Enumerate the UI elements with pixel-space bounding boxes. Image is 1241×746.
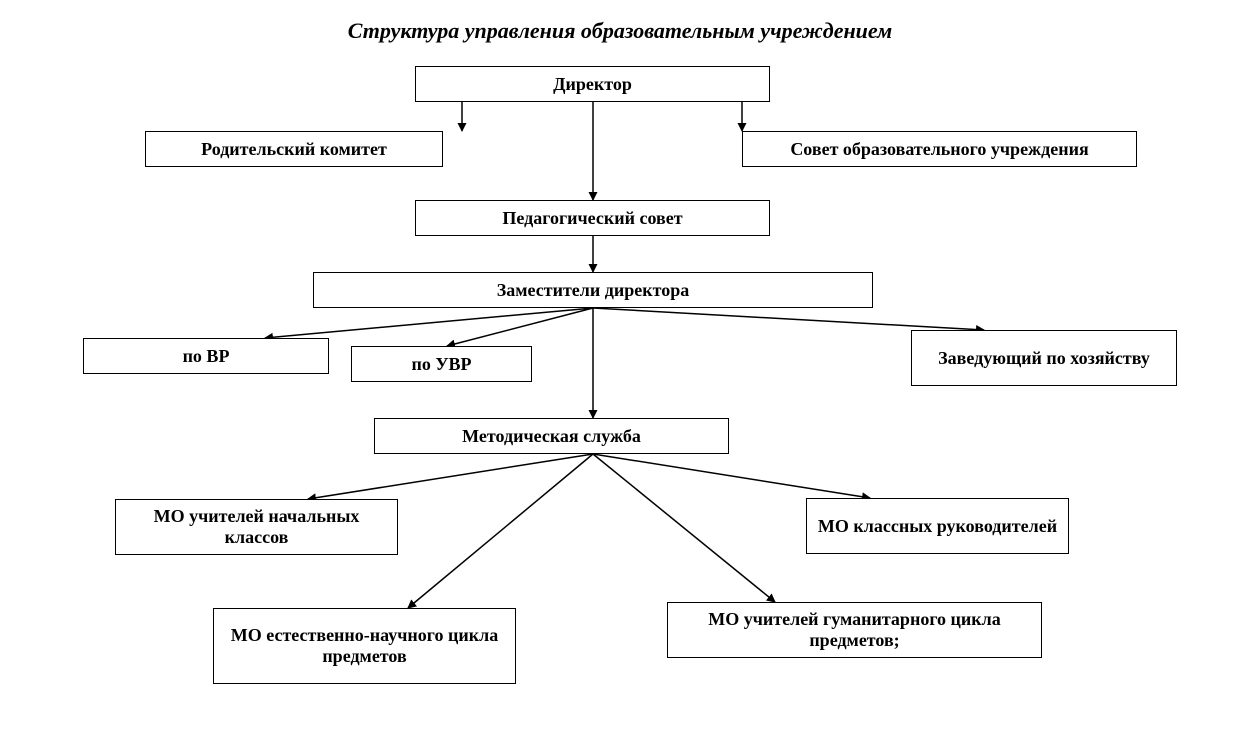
edge-method-mo_primary	[308, 454, 593, 499]
node-council: Совет образовательного учреждения	[742, 131, 1137, 167]
node-label: Совет образовательного учреждения	[790, 139, 1088, 160]
edge-method-mo_human	[593, 454, 775, 602]
node-deputies: Заместители директора	[313, 272, 873, 308]
node-label: Директор	[553, 74, 632, 95]
node-label: Родительский комитет	[201, 139, 387, 160]
edge-deputies-uvr	[447, 308, 593, 346]
edge-deputies-vr	[265, 308, 593, 338]
node-pedsovet: Педагогический совет	[415, 200, 770, 236]
node-label: Педагогический совет	[502, 208, 682, 229]
node-director: Директор	[415, 66, 770, 102]
node-label: по ВР	[183, 346, 230, 367]
node-uvr: по УВР	[351, 346, 532, 382]
node-mo_human: МО учителей гуманитарного цикла предмето…	[667, 602, 1042, 658]
node-parents: Родительский комитет	[145, 131, 443, 167]
node-vr: по ВР	[83, 338, 329, 374]
org-chart-canvas: Структура управления образовательным учр…	[0, 0, 1241, 746]
node-mo_natsci: МО естественно-научного цикла предметов	[213, 608, 516, 684]
node-mo_class: МО классных руководителей	[806, 498, 1069, 554]
node-label: по УВР	[411, 354, 471, 375]
edge-method-mo_class	[593, 454, 870, 498]
edge-deputies-household	[593, 308, 984, 330]
diagram-title: Структура управления образовательным учр…	[300, 18, 940, 44]
node-label: МО учителей гуманитарного цикла предмето…	[676, 609, 1033, 650]
node-label: Заведующий по хозяйству	[938, 348, 1150, 369]
edge-method-mo_natsci	[408, 454, 593, 608]
node-mo_primary: МО учителей начальных классов	[115, 499, 398, 555]
node-label: Методическая служба	[462, 426, 641, 447]
node-label: МО естественно-научного цикла предметов	[222, 625, 507, 666]
node-label: МО учителей начальных классов	[124, 506, 389, 547]
node-label: МО классных руководителей	[818, 516, 1057, 537]
node-label: Заместители директора	[497, 280, 689, 301]
node-household: Заведующий по хозяйству	[911, 330, 1177, 386]
node-method: Методическая служба	[374, 418, 729, 454]
